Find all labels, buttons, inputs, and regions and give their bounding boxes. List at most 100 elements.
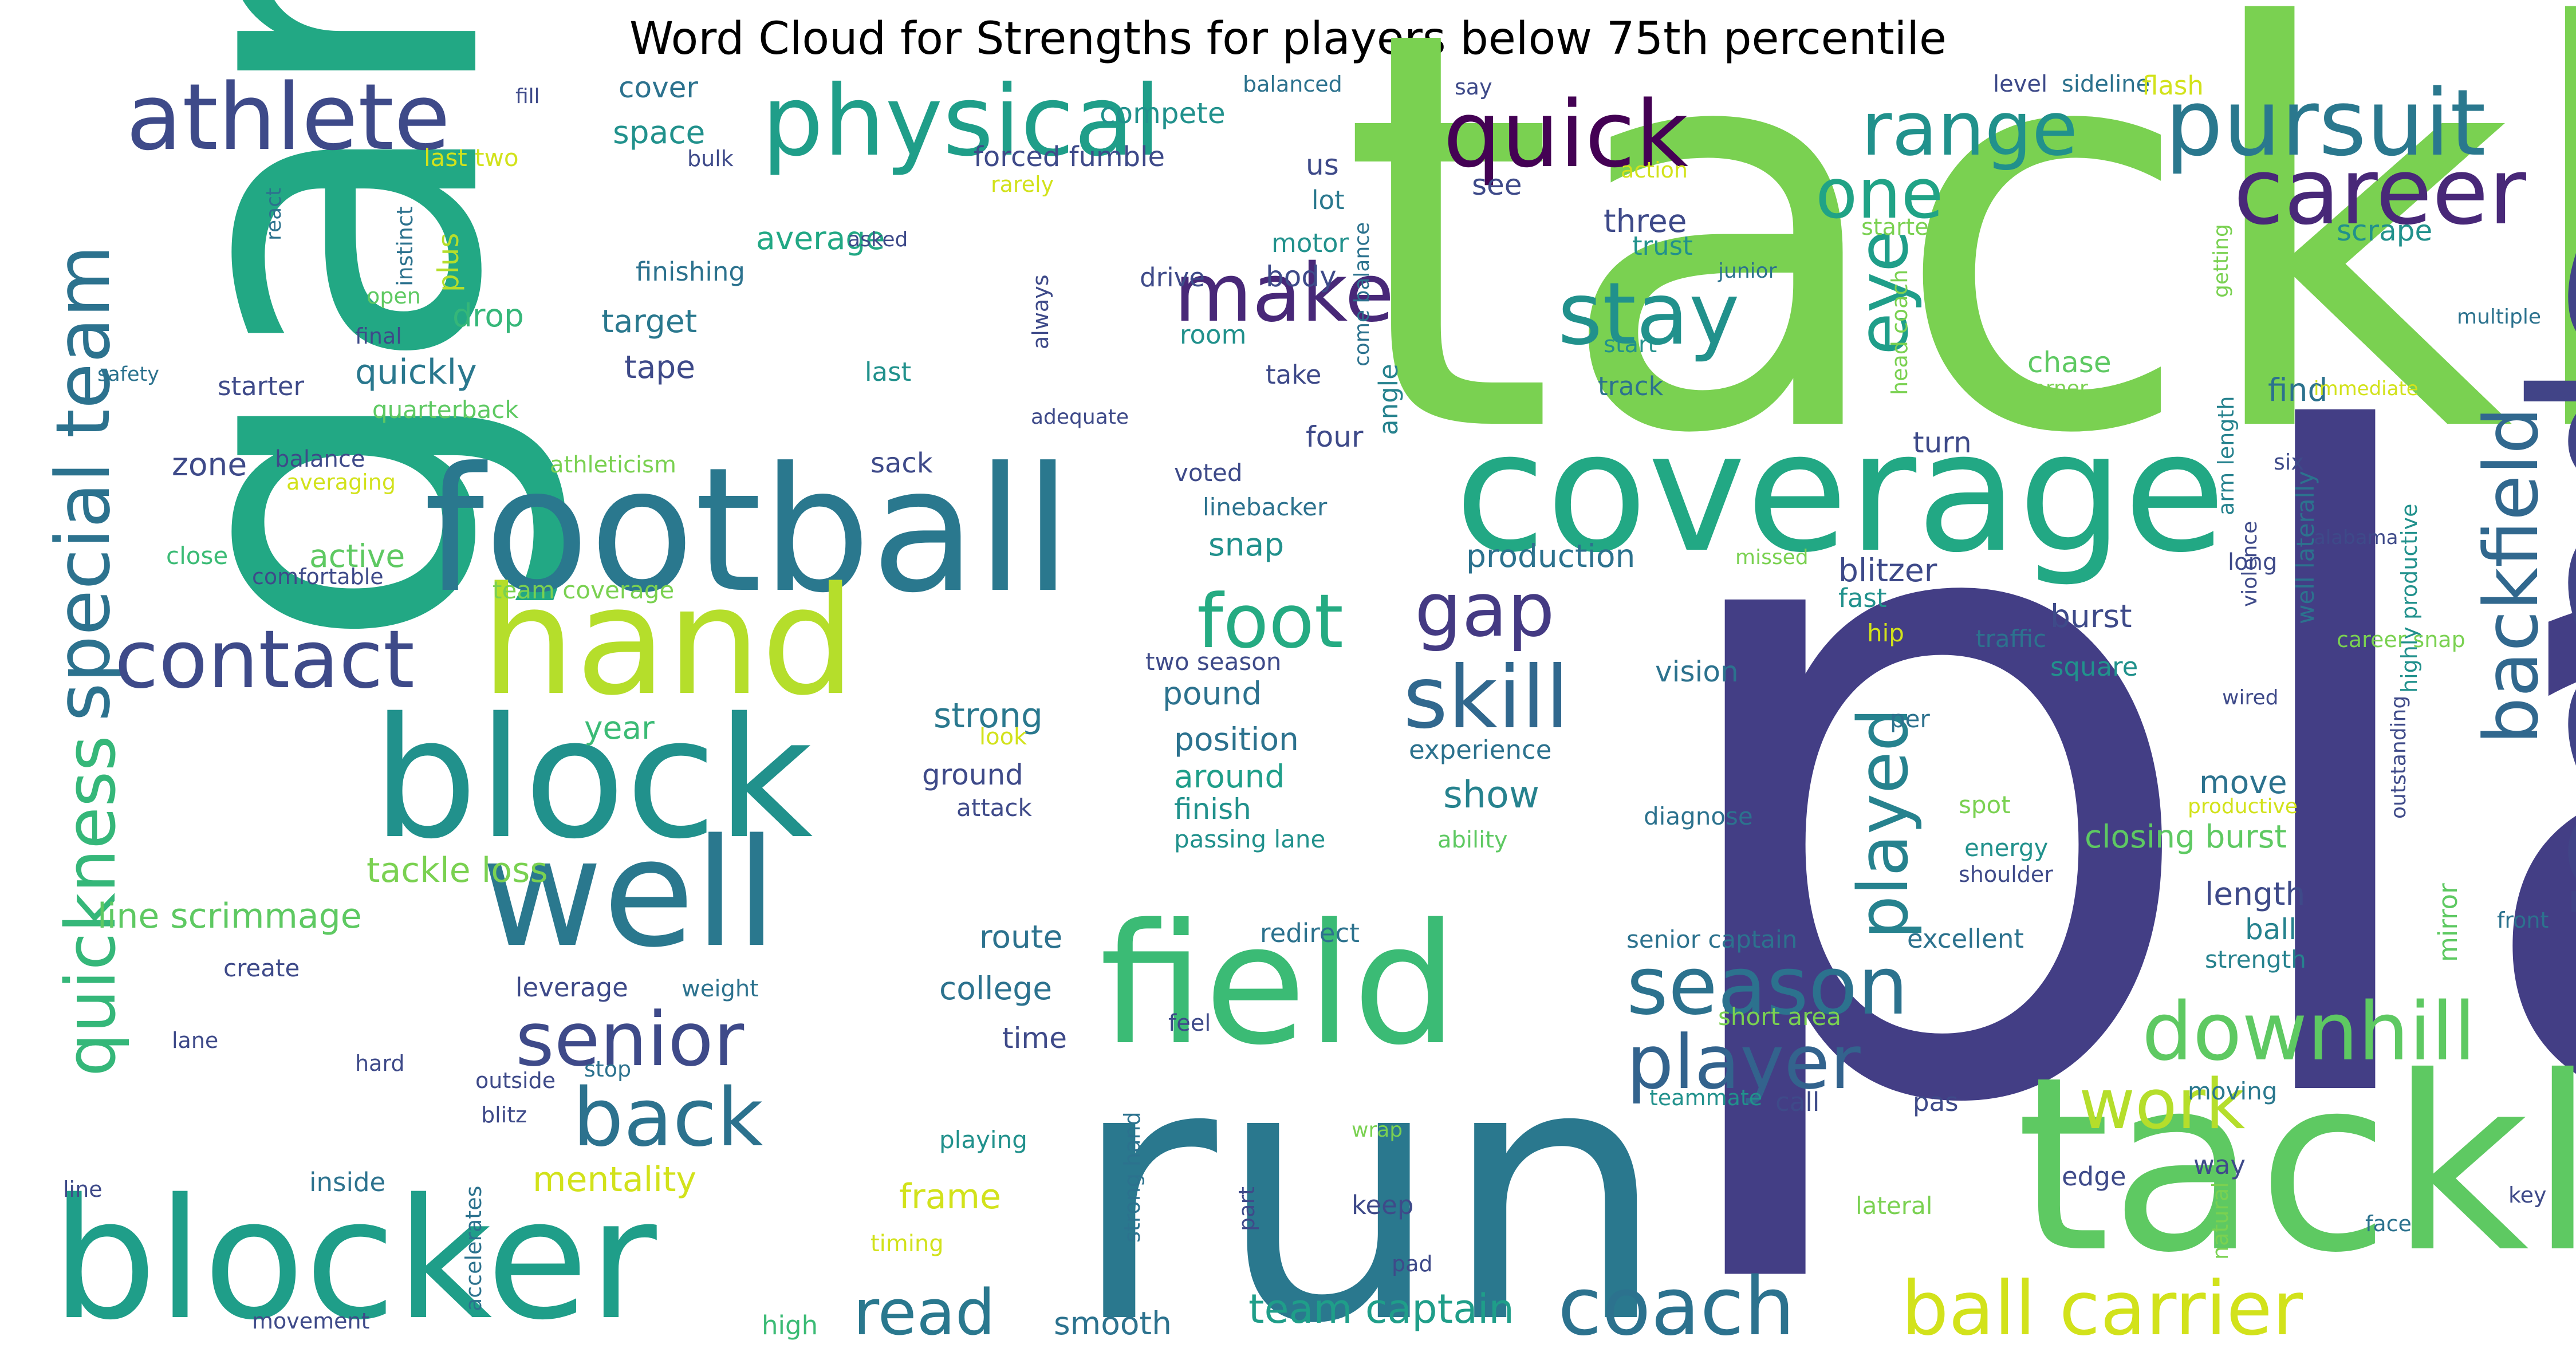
cloud-word: route <box>979 919 1062 955</box>
cloud-word: key <box>2508 1182 2547 1208</box>
cloud-word: target <box>601 303 697 340</box>
cloud-word: productive <box>2188 795 2298 818</box>
chart-title: Word Cloud for Strengths for players bel… <box>629 13 1947 65</box>
cloud-word: blitzer <box>1838 552 1937 589</box>
cloud-word: mirror <box>2433 883 2463 962</box>
cloud-word: finish <box>1174 793 1251 826</box>
cloud-word: pound <box>1163 675 1262 712</box>
cloud-word: senior <box>515 996 745 1083</box>
cloud-word: started <box>1861 214 1943 241</box>
cloud-word: start <box>1604 332 1657 358</box>
cloud-word: body <box>1266 260 1337 293</box>
cloud-word: turn <box>1913 426 1972 459</box>
cloud-word: energy <box>1964 834 2048 862</box>
cloud-word: one <box>1815 155 1943 234</box>
cloud-word: final <box>355 324 402 349</box>
cloud-word: come balance <box>1350 222 1374 366</box>
cloud-word: stay <box>1558 265 1740 364</box>
cloud-word: burst <box>2050 598 2132 634</box>
cloud-word: frame <box>899 1177 1001 1217</box>
cloud-word: redirect <box>1260 918 1360 948</box>
cloud-word: accelerates <box>461 1186 486 1311</box>
cloud-word: team captain <box>1248 1286 1514 1333</box>
cloud-word: pad <box>1392 1251 1433 1276</box>
cloud-word: balanced <box>1243 72 1342 97</box>
cloud-word: getting <box>2209 224 2233 298</box>
cloud-word: quickly <box>355 352 477 392</box>
cloud-word: leverage <box>515 972 628 1003</box>
cloud-word: last <box>865 357 911 387</box>
cloud-word: hard <box>355 1051 404 1076</box>
cloud-word: ball <box>2245 913 2297 946</box>
cloud-word: ability <box>1437 827 1508 853</box>
cloud-word: face <box>2365 1211 2412 1236</box>
cloud-word: move <box>2199 764 2287 801</box>
cloud-word: short area <box>1718 1003 1841 1031</box>
cloud-word: senior captain <box>1626 925 1797 953</box>
cloud-word: player <box>1626 1019 1861 1106</box>
cloud-word: finishing <box>636 257 745 287</box>
cloud-word: per <box>1890 705 1931 733</box>
cloud-word: cover <box>619 71 698 104</box>
cloud-word: adequate <box>1031 405 1129 429</box>
cloud-word: strength <box>2205 945 2306 973</box>
cloud-word: take <box>1266 360 1321 390</box>
cloud-word: voted <box>1174 459 1243 487</box>
cloud-word: open <box>367 283 421 309</box>
cloud-word: natural <box>2208 1182 2233 1260</box>
cloud-word: lateral <box>1856 1192 1932 1220</box>
cloud-word: back <box>573 1071 763 1165</box>
cloud-word: vision <box>1655 655 1739 688</box>
cloud-word: run <box>1071 988 1667 1356</box>
cloud-word: asked <box>848 228 908 251</box>
cloud-word: feel <box>1168 1010 1211 1036</box>
cloud-word: show <box>1443 774 1539 817</box>
cloud-word: work <box>2079 1065 2246 1145</box>
cloud-word: movement <box>252 1308 370 1334</box>
cloud-word: diagnose <box>1644 802 1753 830</box>
cloud-word: last two <box>424 144 519 172</box>
cloud-word: track <box>1598 371 1664 401</box>
cloud-word: three <box>1604 203 1687 239</box>
cloud-word: timing <box>871 1231 944 1257</box>
cloud-word: stop <box>584 1057 631 1082</box>
cloud-word: well laterally <box>2291 471 2319 624</box>
cloud-word: space <box>613 114 705 151</box>
cloud-word: length <box>2205 876 2305 912</box>
cloud-word: career <box>2234 138 2526 245</box>
cloud-word: sideline <box>2062 71 2150 97</box>
cloud-word: skill <box>1403 648 1569 748</box>
cloud-word: experience <box>1409 735 1551 765</box>
cloud-word: instinct <box>392 206 417 286</box>
cloud-word: tackle loss <box>367 850 548 890</box>
cloud-word: blocker <box>52 1164 659 1356</box>
cloud-word: passing lane <box>1174 825 1325 853</box>
cloud-word: close <box>166 542 228 570</box>
cloud-word: zone <box>172 446 247 483</box>
cloud-word: shoulder <box>1959 862 2053 887</box>
cloud-word: alabama <box>2314 526 2398 549</box>
cloud-word: compete <box>1100 97 1226 130</box>
cloud-word: plus <box>432 233 465 292</box>
cloud-word: outstanding <box>2387 696 2410 819</box>
cloud-word: drop <box>452 297 524 334</box>
cloud-word: block <box>372 683 813 876</box>
cloud-word: hand <box>481 555 856 728</box>
cloud-word: rarely <box>991 172 1054 197</box>
cloud-word: ball carrier <box>1901 1265 2303 1352</box>
cloud-word: eye <box>1844 230 1924 355</box>
cloud-word: read <box>853 1276 995 1349</box>
cloud-word: snap <box>1208 526 1284 563</box>
cloud-word: see <box>1472 168 1522 202</box>
cloud-word: tackler <box>2016 1026 2576 1306</box>
cloud-word: always <box>1028 275 1053 350</box>
cloud-word: wired <box>2222 686 2278 709</box>
cloud-word: excellent <box>1907 924 2024 954</box>
cloud-word: production <box>1466 538 1635 574</box>
cloud-word: level <box>1993 71 2047 97</box>
cloud-word: comfortable <box>252 564 384 589</box>
cloud-word: react <box>262 188 286 241</box>
cloud-word: strong <box>933 696 1043 736</box>
cloud-word: pas <box>1913 1087 1959 1117</box>
